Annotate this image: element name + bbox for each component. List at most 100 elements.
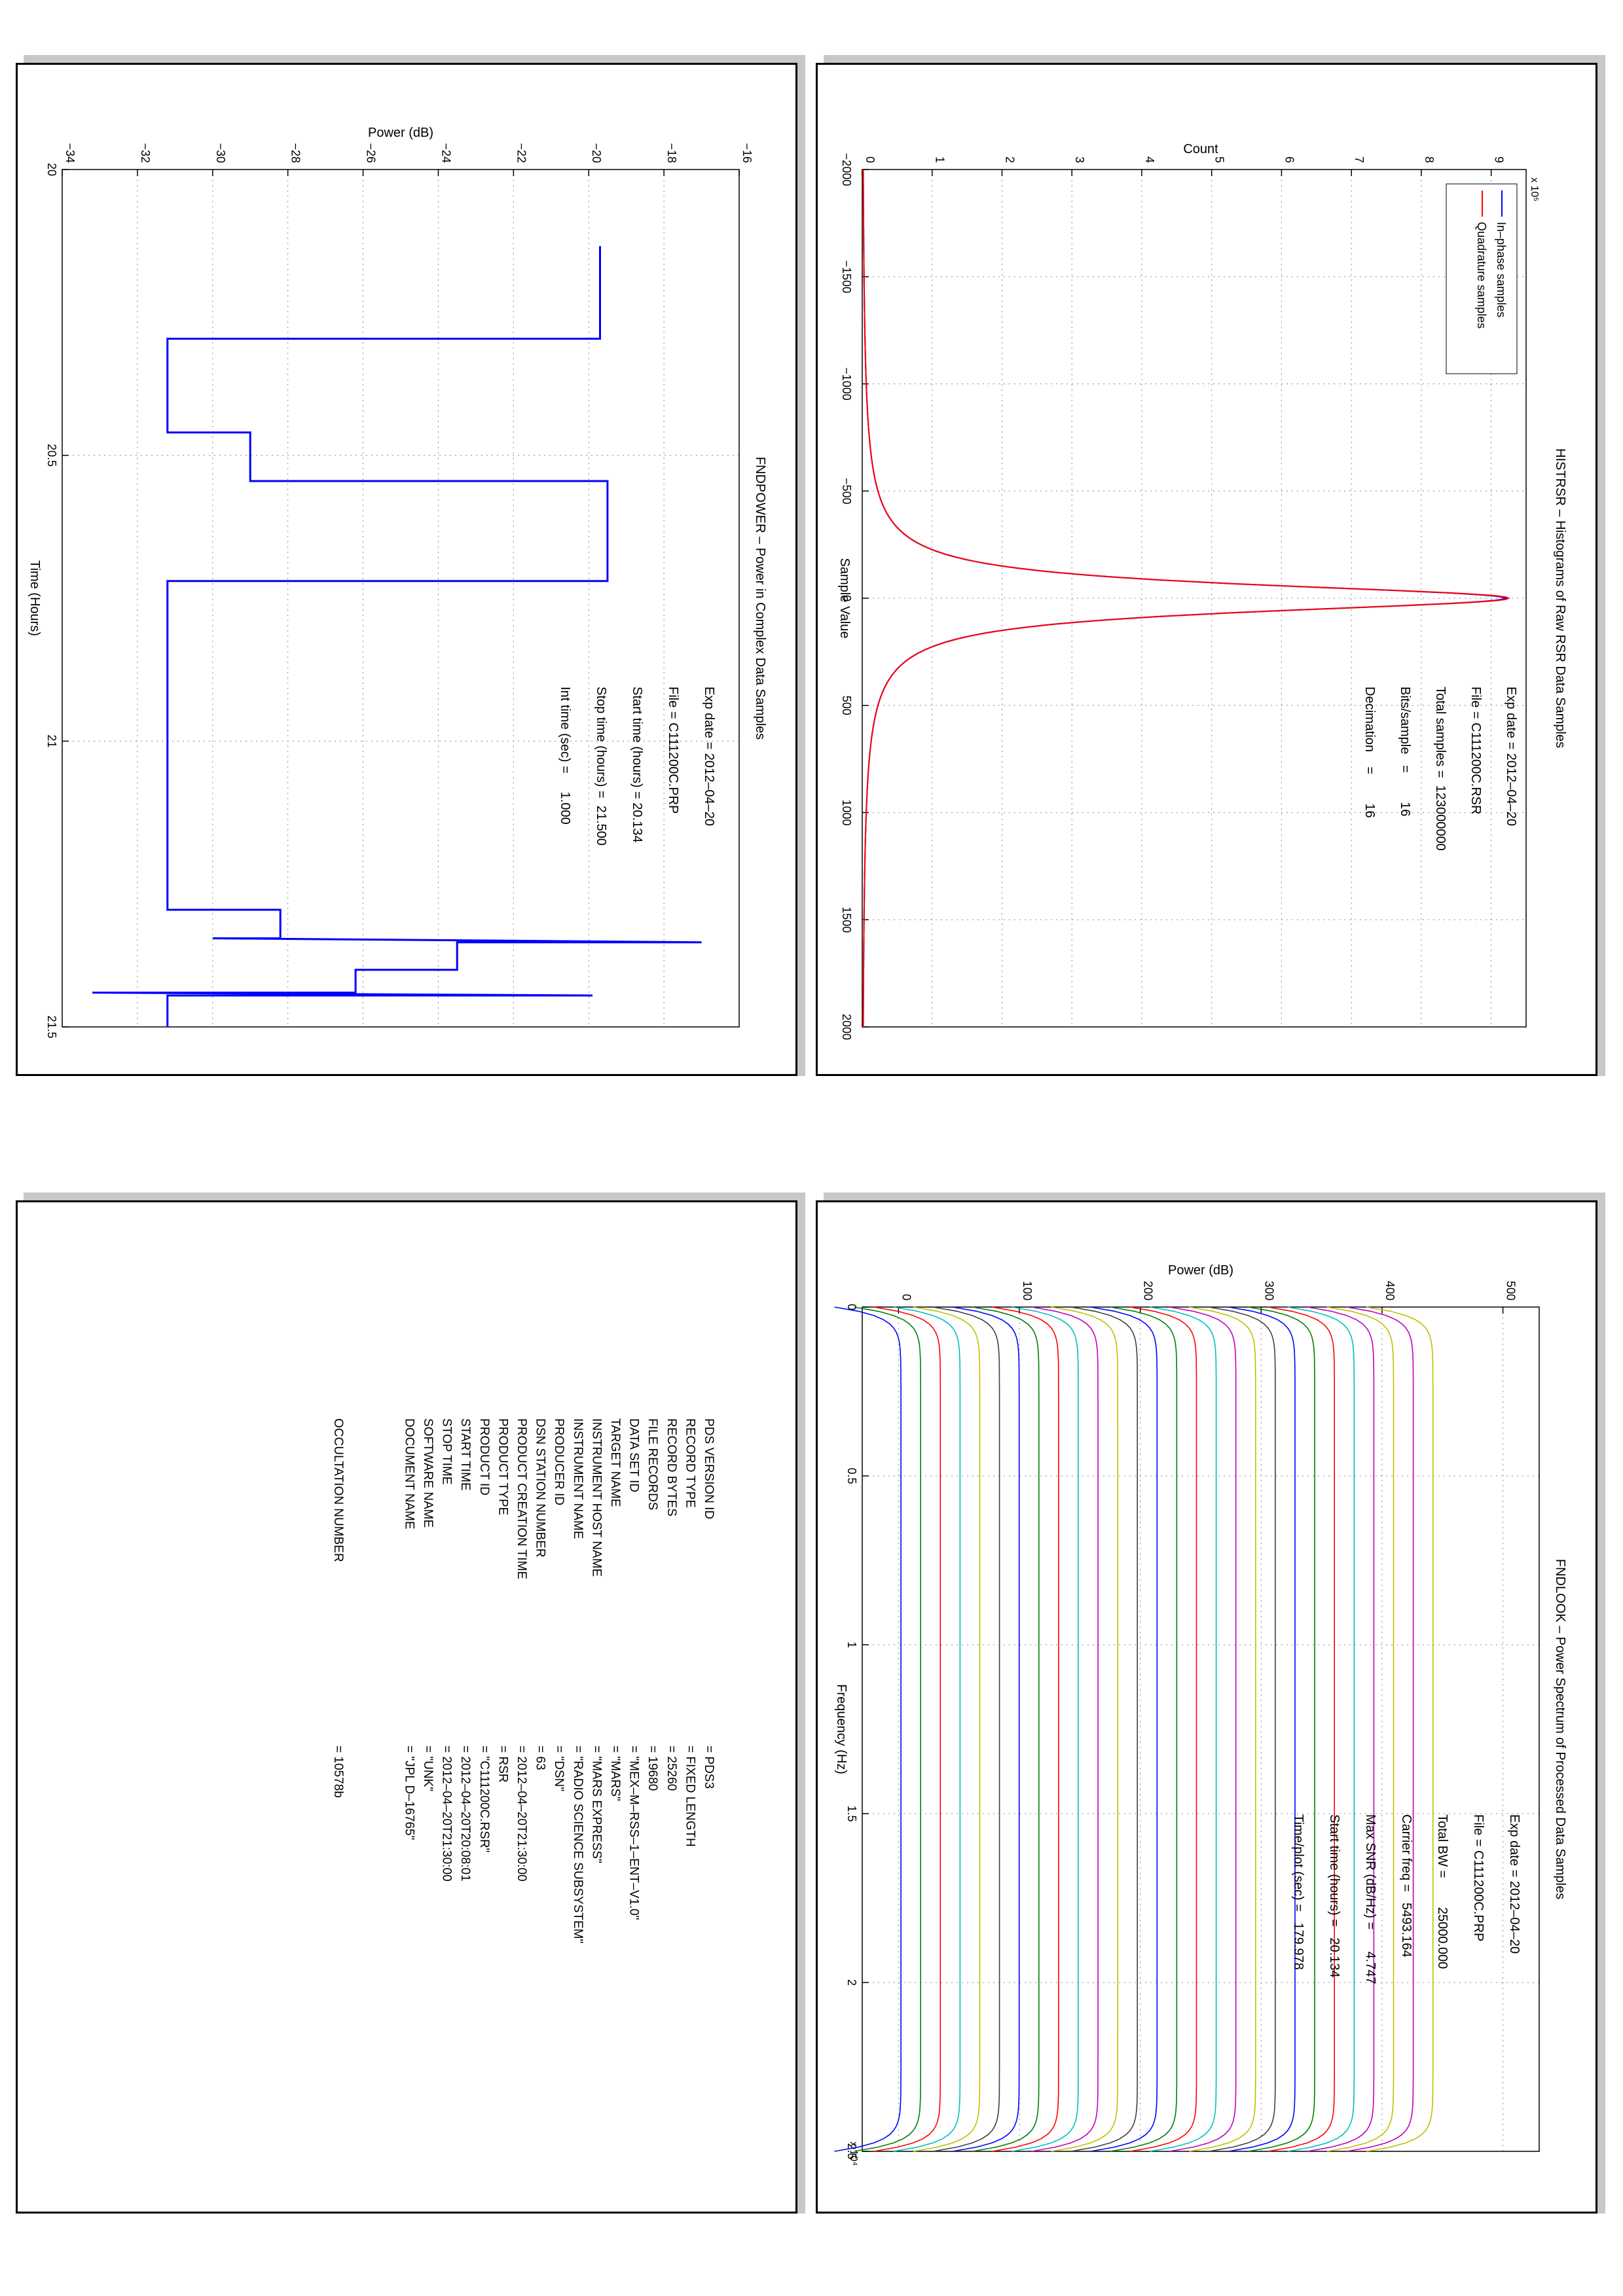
pds-label-value: = FIXED LENGTH <box>683 1746 697 1847</box>
spectrum-xtick-label: 0 <box>845 1304 858 1310</box>
spectrum-series-line <box>932 1306 1000 2152</box>
power-ytick-label: −34 <box>64 143 77 163</box>
power-info: Exp date = 2012–04–20 File = C111200C.PR… <box>558 687 716 846</box>
spectrum-series-line <box>1346 1306 1414 2152</box>
histogram-exponent: x 10⁵ <box>1529 177 1540 202</box>
histogram-xtick-label: 500 <box>840 696 853 715</box>
power-info-line: Start time (hours) = 20.134 <box>630 687 644 842</box>
legend-quadrature: Quadrature samples <box>1475 222 1488 329</box>
pds-label-value: = "MEX–M–RSS–1–ENT–V1.0" <box>627 1746 641 1920</box>
power-info-line: File = C111200C.PRP <box>666 687 680 814</box>
spectrum-series-line <box>1209 1306 1276 2152</box>
pds-label-value: = 19680 <box>646 1746 659 1791</box>
spectrum-panel: 0 0.5 1 1.5 2 2.5 0 100 200 300 400 500 FNDLOOK – P… <box>816 1200 1597 2214</box>
spectrum-series-line <box>854 1306 921 2152</box>
histogram-ylabel: Count <box>1183 142 1218 156</box>
spectrum-series-line <box>1189 1306 1256 2152</box>
histogram-info: Exp date = 2012–04–20 File = C111200C.RS… <box>1362 687 1518 851</box>
spectrum-info-line: File = C111200C.PRP <box>1471 1814 1486 1941</box>
histogram-info-line: Total samples = 123000000 <box>1433 687 1448 851</box>
histogram-info-line: Decimation = 16 <box>1362 687 1377 818</box>
pds-label-key: RECORD BYTES <box>665 1418 678 1516</box>
pds-label-key: SOFTWARE NAME <box>421 1418 435 1528</box>
spectrum-series-line <box>1090 1306 1158 2152</box>
pds-label-value: = 25260 <box>665 1746 678 1791</box>
histogram-ytick-label: 8 <box>1423 156 1436 163</box>
pds-label-value: = 10578b <box>331 1746 345 1798</box>
pds-label-value: = "JPL D–16765" <box>402 1746 416 1840</box>
spectrum-series-line <box>992 1306 1059 2152</box>
histogram-info-line: File = C111200C.RSR <box>1468 687 1483 814</box>
pds-label-value: = 2012–04–20T20:08:01 <box>458 1746 472 1882</box>
power-title: FNDPOWER – Power in Complex Data Samples <box>753 457 767 740</box>
power-info-line: Stop time (hours) = 21.500 <box>594 687 608 846</box>
power-ytick-label: −26 <box>365 143 378 163</box>
histogram-xtick-label: −1500 <box>840 260 853 293</box>
spectrum-xtick-label: 1.5 <box>845 1805 858 1821</box>
spectrum-title: FNDLOOK – Power Spectrum of Processed Da… <box>1553 1559 1567 1899</box>
power-ytick-label: −22 <box>515 143 528 163</box>
spectrum-series-line <box>1129 1306 1197 2152</box>
pds-label-value: = "MARS EXPRESS" <box>589 1746 603 1863</box>
spectrum-xlabel: Frequency (Hz) <box>834 1684 848 1774</box>
histogram-series-line <box>862 170 1510 1027</box>
histogram-ytick-label: 3 <box>1073 156 1086 163</box>
spectrum-series-line <box>1051 1306 1118 2152</box>
histogram-ytick-label: 6 <box>1283 156 1296 163</box>
spectrum-exponent: x 10⁴ <box>848 2142 859 2166</box>
histogram-ytick-label: 0 <box>864 156 877 163</box>
pds-label-value: = "MARS" <box>608 1746 622 1801</box>
spectrum-series-line <box>1012 1306 1079 2152</box>
spectrum-ytick-label: 500 <box>1504 1281 1518 1300</box>
spectrum-series-line <box>1307 1306 1375 2152</box>
pds-label-panel: PDS VERSION ID = PDS3 RECORD TYPE = FIXED L… <box>16 1200 797 2214</box>
spectrum-series-line <box>1267 1306 1335 2152</box>
pds-label-value: = 2012–04–20T21:30:00 <box>515 1746 528 1882</box>
spectrum-series-line <box>1287 1306 1355 2152</box>
spectrum-ytick-label: 300 <box>1262 1281 1275 1300</box>
histogram-xtick-label: −2000 <box>840 153 853 187</box>
power-ytick-label: −28 <box>289 143 302 163</box>
spectrum-series-line <box>873 1306 941 2152</box>
spectrum-info-line: Total BW = 25000.000 <box>1435 1814 1450 1969</box>
histogram-info-line: Bits/sample = 16 <box>1398 687 1412 816</box>
spectrum-info-line: Exp date = 2012–04–20 <box>1507 1814 1522 1954</box>
pds-label-key: INSTRUMENT NAME <box>571 1418 585 1539</box>
spectrum-series-line <box>834 1306 902 2152</box>
pds-label-key: PDS VERSION ID <box>702 1418 716 1519</box>
spectrum-xtick-label: 1 <box>845 1641 858 1648</box>
spectrum-info-line: Start time (hours) = 20.134 <box>1327 1814 1341 1978</box>
power-xtick-label: 20 <box>45 163 58 176</box>
pds-label-key: PRODUCT TYPE <box>496 1418 509 1515</box>
pds-label-key: DATA SET ID <box>627 1418 641 1492</box>
histogram-xtick-label: −500 <box>840 478 853 505</box>
spectrum-series-line <box>1248 1306 1315 2152</box>
spectrum-series-line <box>1070 1306 1138 2152</box>
pds-label-value: = 63 <box>534 1746 547 1770</box>
spectrum-info: Exp date = 2012–04–20 File = C111200C.PR… <box>1291 1814 1522 1984</box>
histogram-series-line <box>862 170 1507 1027</box>
legend-inphase: In–phase samples <box>1495 222 1508 317</box>
pds-label-key: PRODUCT CREATION TIME <box>515 1418 528 1579</box>
spectrum-series-line <box>1228 1306 1296 2152</box>
power-ylabel: Power (dB) <box>368 126 433 140</box>
spectrum-series-line <box>1366 1306 1434 2152</box>
spectrum-series-line <box>1149 1306 1217 2152</box>
spectrum-chart: 00.511.522.50 100 200 300 400 500 FNDLOOK – P… <box>834 1263 1567 2166</box>
spectrum-xtick-label: 0.5 <box>845 1467 858 1484</box>
spectrum-series-line <box>1169 1306 1237 2152</box>
histogram-chart: −2000 −1500 −1000 −500 0 500 1000 1500 2000 0 1 2 3 4… <box>837 142 1567 1040</box>
spectrum-ylabel: Power (dB) <box>1168 1263 1233 1278</box>
pds-label-key: PRODUCER ID <box>552 1418 566 1505</box>
histogram-xlabel: Sample Value <box>837 558 852 638</box>
histogram-ytick-label: 9 <box>1493 156 1506 163</box>
spectrum-series-line <box>972 1306 1040 2152</box>
pds-label-key: DSN STATION NUMBER <box>534 1418 547 1558</box>
pds-label-value: = "UNK" <box>421 1746 435 1791</box>
histogram-xtick-label: 1500 <box>840 906 853 933</box>
power-ytick-label: −24 <box>439 143 452 163</box>
power-chart: 20 20.5 21 21.5 −34 −32 −30 −28 −26 −24 −22 −20 −18 −… <box>27 126 767 1039</box>
pds-label-key: PRODUCT ID <box>477 1418 491 1496</box>
histogram-info-line: Exp date = 2012–04–20 <box>1504 687 1518 826</box>
power-xtick-label: 21.5 <box>45 1015 58 1038</box>
